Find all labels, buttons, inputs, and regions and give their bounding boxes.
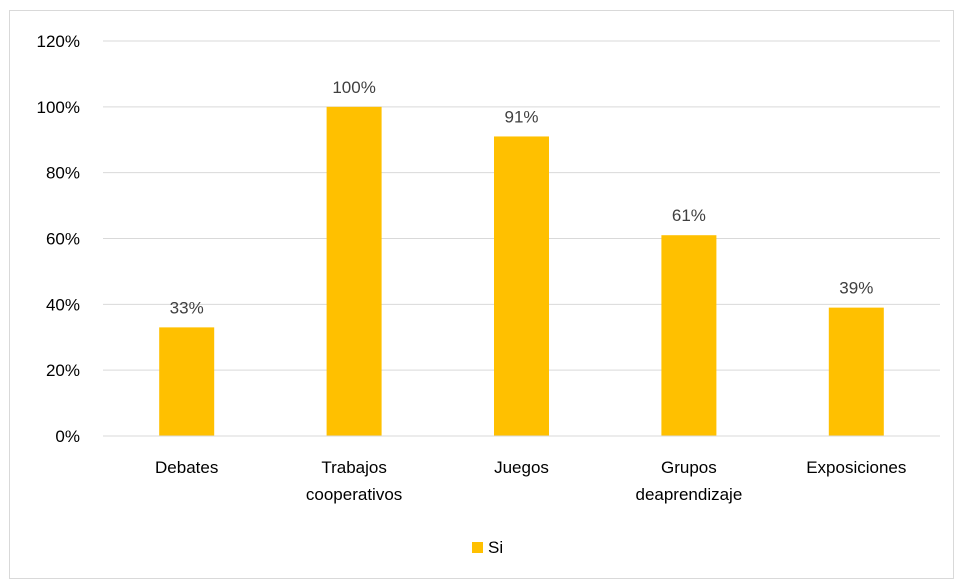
y-tick-label: 0% — [55, 427, 80, 446]
legend-label: Si — [488, 538, 503, 557]
legend-swatch — [472, 542, 483, 553]
bar — [828, 307, 884, 436]
data-label: 100% — [332, 78, 375, 97]
bar — [494, 136, 549, 437]
bar — [326, 106, 382, 436]
data-label: 33% — [170, 298, 204, 317]
x-tick-label: Juegos — [494, 458, 549, 477]
x-tick-label: Trabajos cooperativos — [306, 458, 402, 504]
data-label: 91% — [504, 107, 538, 126]
y-tick-label: 60% — [46, 230, 80, 249]
chart-frame — [9, 10, 954, 579]
x-tick-label: Grupos deaprendizaje — [635, 458, 742, 504]
x-tick-label: Debates — [155, 458, 218, 477]
y-tick-label: 120% — [37, 32, 80, 51]
y-tick-label: 80% — [46, 164, 80, 183]
bar — [661, 235, 717, 436]
y-tick-label: 100% — [37, 98, 80, 117]
bar — [159, 327, 215, 436]
data-label: 39% — [839, 279, 873, 298]
y-tick-label: 20% — [46, 361, 80, 380]
data-label: 61% — [672, 206, 706, 225]
x-tick-label: Exposiciones — [806, 458, 906, 477]
y-tick-label: 40% — [46, 295, 80, 314]
